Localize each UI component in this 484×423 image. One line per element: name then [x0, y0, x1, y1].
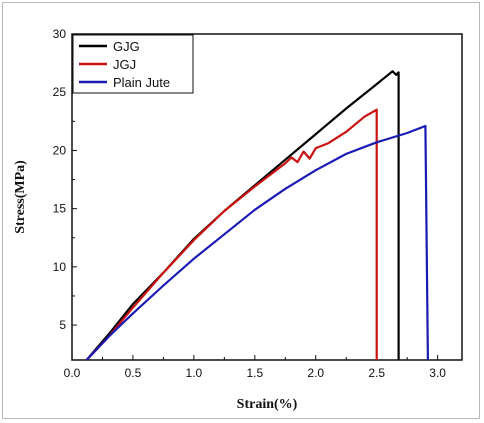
- y-tick-label: 5: [59, 318, 66, 332]
- x-axis: 0.0 0.5 1.0 1.5 2.0 2.5 3.0: [64, 355, 446, 380]
- y-tick-label: 10: [53, 260, 67, 274]
- y-tick-label: 25: [53, 85, 67, 99]
- legend-label: Plain Jute: [113, 75, 170, 90]
- x-tick-label: 1.5: [246, 366, 263, 380]
- series-line-gjg: [85, 70, 400, 361]
- x-tick-label: 2.0: [307, 366, 324, 380]
- x-axis-title: Strain(%): [237, 397, 298, 412]
- y-axis-title: Stress(MPa): [13, 160, 28, 234]
- x-tick-label: 0.5: [125, 366, 142, 380]
- x-tick-label: 2.5: [368, 366, 385, 380]
- series-line-jgj: [85, 108, 378, 361]
- y-tick-label: 15: [53, 202, 67, 216]
- y-tick-label: 20: [53, 143, 67, 157]
- series-line-plain-jute: [85, 124, 429, 361]
- x-tick-label: 1.0: [186, 366, 203, 380]
- series-lines: [85, 70, 429, 361]
- legend-label: JGJ: [113, 57, 136, 72]
- y-axis: 5 10 15 20 25 30: [53, 27, 77, 332]
- legend: GJG JGJ Plain Jute: [72, 34, 194, 94]
- plot-area: [71, 33, 463, 361]
- x-tick-label: 3.0: [429, 366, 446, 380]
- x-tick-label: 0.0: [64, 366, 81, 380]
- y-tick-label: 30: [53, 27, 67, 41]
- legend-label: GJG: [113, 39, 140, 54]
